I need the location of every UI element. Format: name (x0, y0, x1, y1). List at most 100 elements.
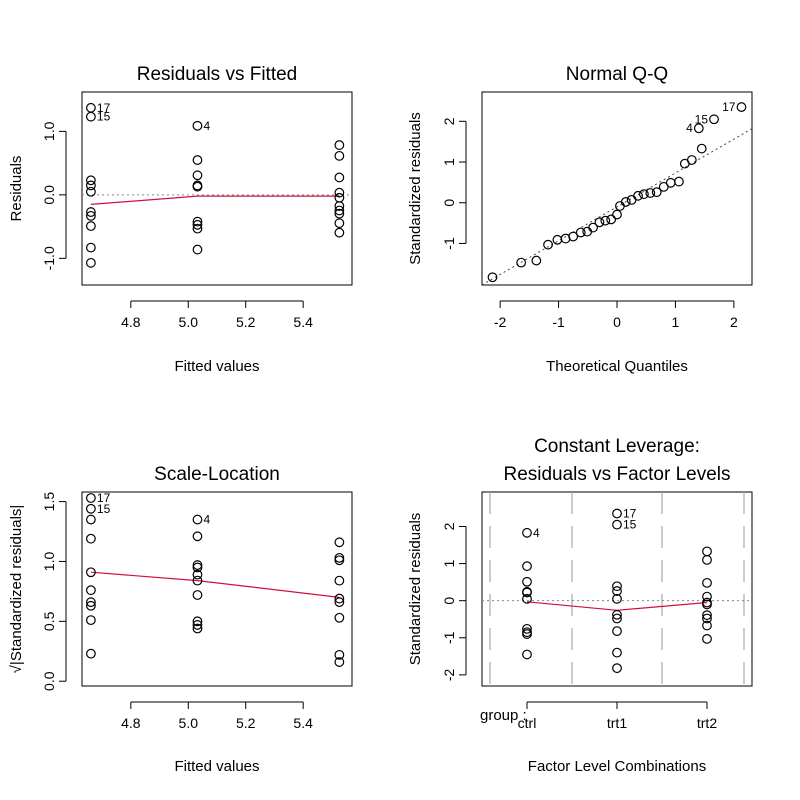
plot-frame (81, 91, 353, 286)
y-axis-title: Residuals (8, 156, 25, 222)
data-point (334, 555, 345, 566)
data-point (674, 176, 684, 187)
data-point (575, 227, 586, 238)
data-point (334, 537, 345, 548)
x-tick-label: trt2 (697, 715, 717, 731)
data-point (192, 620, 203, 630)
data-point (696, 143, 707, 154)
data-point (86, 585, 96, 596)
data-point (522, 561, 532, 572)
data-point (709, 114, 719, 125)
data-point (192, 181, 203, 192)
x-tick-label: 5.2 (236, 314, 256, 330)
data-point (86, 533, 96, 544)
data-point (638, 189, 649, 200)
chart-title: Residuals vs Fitted (137, 64, 298, 85)
data-point (645, 188, 656, 198)
data-point (192, 560, 203, 570)
data-point (192, 216, 203, 227)
data-point (560, 233, 571, 244)
data-point (192, 531, 203, 542)
data-point (702, 613, 712, 624)
x-tick-label: 0 (613, 314, 621, 330)
y-tick-label: 2 (441, 117, 457, 125)
data-point (612, 647, 622, 658)
data-point (522, 587, 532, 598)
plot-frame (481, 91, 753, 286)
x-tick-label: -1 (552, 314, 565, 330)
data-point (702, 577, 712, 588)
y-tick-label: 1.0 (41, 552, 57, 572)
data-point (192, 170, 203, 181)
data-point (334, 218, 345, 229)
point-label: 17 (97, 491, 111, 505)
data-point (86, 175, 96, 186)
data-point (334, 657, 345, 667)
chart-title: Residuals vs Factor Levels (503, 464, 730, 485)
data-point (86, 493, 96, 503)
data-point (192, 575, 203, 586)
point-label: 17 (722, 100, 736, 114)
x-axis-title: Fitted values (174, 358, 259, 375)
y-tick-label: -1 (441, 237, 457, 250)
data-point (334, 201, 345, 211)
data-point (568, 231, 579, 242)
data-point (522, 649, 532, 660)
chart-title: Constant Leverage: (534, 436, 700, 457)
data-point (334, 208, 345, 219)
data-point (531, 255, 542, 266)
data-point (86, 180, 96, 191)
chart-title: Normal Q-Q (566, 64, 668, 85)
data-point (192, 120, 203, 131)
y-axis-title: Standardized residuals (407, 513, 424, 666)
x-tick-label: 5.4 (293, 314, 313, 330)
point-label: 15 (97, 502, 111, 516)
y-tick-label: -1.0 (41, 246, 57, 270)
x-axis-title: Theoretical Quantiles (546, 358, 688, 375)
chart-title: Scale-Location (154, 464, 280, 485)
factor-name-label: group : (480, 707, 527, 724)
y-tick-label: 0.0 (41, 671, 57, 691)
data-point (334, 649, 345, 660)
data-point (612, 593, 622, 604)
x-tick-label: ctrl (518, 715, 537, 731)
x-axis-title: Factor Level Combinations (528, 758, 706, 775)
data-point (334, 192, 345, 203)
data-point (693, 123, 704, 134)
data-point (192, 616, 203, 627)
y-tick-label: 0.0 (41, 185, 57, 205)
y-axis-title: √|Standardized residuals| (8, 505, 25, 674)
data-point (86, 615, 96, 626)
point-label: 15 (97, 110, 111, 124)
y-tick-label: -2 (441, 668, 457, 681)
data-point (86, 242, 96, 253)
x-tick-label: 1 (672, 314, 680, 330)
data-point (334, 172, 345, 183)
data-point (192, 569, 203, 580)
panel-leverage: Constant Leverage: Residuals vs Factor Le… (407, 436, 753, 775)
data-point (334, 612, 345, 623)
data-point (334, 150, 345, 161)
x-tick-label: -2 (494, 314, 507, 330)
x-tick-label: 5.0 (179, 314, 199, 330)
y-tick-label: 0.5 (41, 611, 57, 631)
data-point (606, 214, 617, 225)
data-point (86, 648, 96, 659)
data-point (543, 239, 553, 250)
y-tick-label: 0 (441, 199, 457, 207)
x-tick-label: 4.8 (121, 314, 141, 330)
data-point (192, 623, 203, 634)
plot-area (82, 194, 352, 205)
data-point (612, 508, 622, 519)
data-point (615, 201, 625, 211)
y-tick-label: 1 (441, 158, 457, 166)
plot-area (90, 571, 340, 598)
data-point (86, 111, 96, 122)
data-point (86, 210, 96, 221)
point-label: 15 (695, 112, 709, 126)
data-point (192, 223, 203, 234)
data-point (612, 209, 622, 220)
y-tick-label: 1.5 (41, 492, 57, 512)
point-label: 4 (203, 513, 210, 527)
